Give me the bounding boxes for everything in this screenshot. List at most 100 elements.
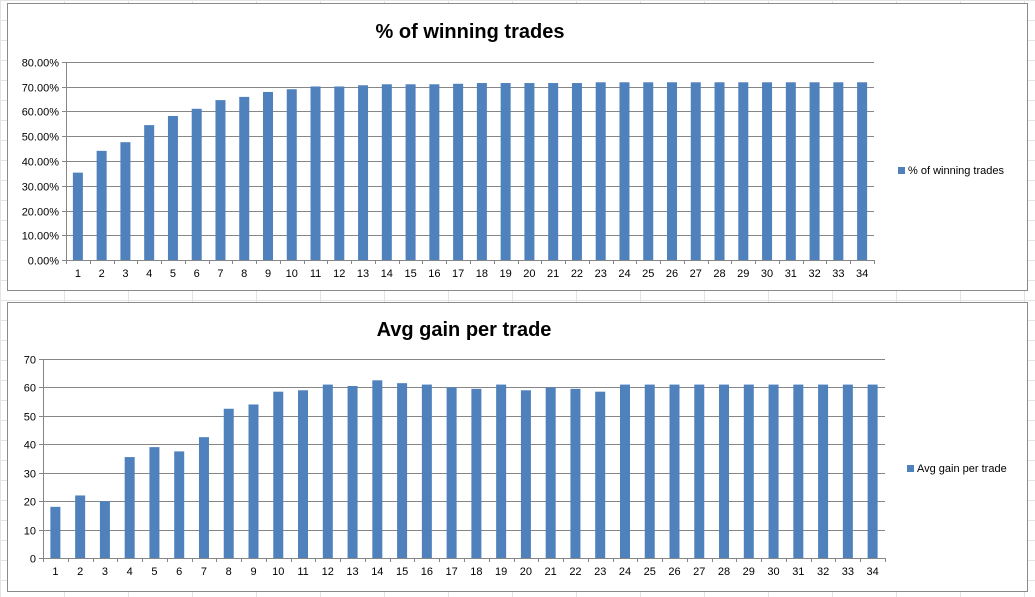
chart-panel-winning-trades[interactable]: % of winning trades 0.00% 10.00% 20.00% 30.0… [7, 3, 1028, 291]
chart2-bar [149, 447, 160, 558]
chart1-bar [453, 83, 464, 260]
chart2-bar [322, 384, 333, 558]
chart2-bar [595, 391, 606, 558]
chart2-x-tick-label: 4 [127, 566, 133, 578]
chart1-x-tick-label: 10 [286, 268, 298, 280]
chart2-y-tick-label: 70 [24, 355, 36, 367]
chart2-x-tick-label: 5 [151, 566, 157, 578]
chart2-bar [570, 388, 581, 558]
chart-winning-trades: % of winning trades 0.00% 10.00% 20.00% 30.0… [22, 21, 1005, 280]
chart1-bar [619, 82, 630, 260]
chart1-x-tick-label: 19 [500, 268, 512, 280]
chart2-y-tick-label: 50 [24, 412, 36, 424]
chart1-x-tick-label: 1 [75, 268, 81, 280]
chart1-bar [476, 83, 487, 260]
chart1-bar [334, 86, 345, 260]
chart1-x-tick-label: 2 [99, 268, 105, 280]
chart2-y-tick-label: 30 [24, 469, 36, 481]
chart2-bar [273, 391, 284, 558]
chart2-x-tick-label: 31 [792, 566, 804, 578]
chart2-x-tick-label: 28 [718, 566, 730, 578]
chart1-x-tick-label: 6 [194, 268, 200, 280]
chart2-x-tick-label: 34 [866, 566, 878, 578]
chart1-bar [358, 85, 369, 260]
chart2-x-tick-label: 21 [545, 566, 557, 578]
chart2-x-tick-label: 7 [201, 566, 207, 578]
chart1-x-tick-label: 9 [265, 268, 271, 280]
chart1-bar [96, 150, 107, 260]
chart2-x-tick-label: 16 [421, 566, 433, 578]
chart2-bar [248, 404, 259, 558]
chart-panel-avg-gain[interactable]: Avg gain per trade 0 10 20 30 40 50 60 70 1 2 3 4 5 6 7… [7, 302, 1028, 592]
chart1-x-tick-label: 29 [737, 268, 749, 280]
chart1-x-tick-label: 24 [618, 268, 630, 280]
chart2-bar [842, 384, 853, 558]
chart1-bar [714, 82, 725, 260]
chart1-x-tick-label: 5 [170, 268, 176, 280]
chart1-bar [144, 125, 155, 260]
chart2-x-tick-label: 9 [250, 566, 256, 578]
chart2-bar [174, 451, 185, 558]
chart2-bar [223, 408, 234, 558]
chart2-x-tick-label: 11 [297, 566, 308, 578]
chart1-bar [72, 172, 83, 260]
chart1-x-tick-label: 27 [690, 268, 702, 280]
chart1-bar [429, 84, 440, 261]
chart1-x-tick-label: 12 [333, 268, 345, 280]
chart1-x-tick-label: 8 [241, 268, 247, 280]
chart1-y-tick-label: 0.00% [28, 256, 59, 268]
chart2-x-tick-label: 6 [176, 566, 182, 578]
chart2-bar [471, 388, 482, 558]
chart2-bar [520, 390, 531, 558]
chart1-bar [762, 82, 773, 260]
chart1-bar [738, 82, 749, 260]
chart1-bar [785, 82, 796, 260]
chart2-x-tick-label: 20 [520, 566, 532, 578]
chart2-bar [298, 390, 309, 558]
chart1-bar [809, 82, 820, 260]
chart1-bar [286, 89, 297, 260]
chart2-x-tick-label: 24 [619, 566, 631, 578]
chart1-x-tick-label: 7 [217, 268, 223, 280]
chart1-x-tick-label: 28 [713, 268, 725, 280]
chart1-y-tick-label: 70.00% [22, 83, 60, 95]
chart1-x-tick-label: 23 [595, 268, 607, 280]
chart1-x-tick-label: 33 [832, 268, 844, 280]
chart2-bar [619, 384, 630, 558]
chart1-bar [167, 115, 178, 260]
chart2-bar [793, 384, 804, 558]
chart2-bar [496, 384, 507, 558]
chart1-bar [857, 82, 868, 260]
chart2-title: Avg gain per trade [377, 319, 552, 341]
chart2-y-tick-label: 20 [24, 497, 36, 509]
chart1-bar [405, 84, 416, 261]
chart2-x-tick-label: 10 [272, 566, 284, 578]
chart1-x-tick-label: 15 [404, 268, 416, 280]
chart2-x-tick-label: 14 [371, 566, 383, 578]
chart2-x-tick-label: 22 [569, 566, 581, 578]
chart2-x-tick-label: 8 [226, 566, 232, 578]
chart1-legend-swatch [898, 167, 905, 174]
chart2-bar [99, 501, 110, 558]
chart1-y-tick-label: 20.00% [22, 207, 60, 219]
chart1-x-tick-label: 20 [523, 268, 535, 280]
chart1-x-tick-label: 16 [428, 268, 440, 280]
chart2-x-tick-label: 30 [767, 566, 779, 578]
chart2-bar [545, 387, 556, 558]
chart1-x-tick-label: 25 [642, 268, 654, 280]
chart2-bar [124, 457, 135, 558]
chart2-bar [719, 384, 730, 558]
chart2-x-tick-label: 1 [52, 566, 58, 578]
chart1-bar [667, 82, 677, 260]
chart1-x-tick-label: 31 [785, 268, 797, 280]
chart2-x-tick-label: 13 [346, 566, 358, 578]
chart2-legend-label: Avg gain per trade [917, 463, 1007, 475]
chart1-bar [191, 108, 202, 260]
chart2-x-tick-label: 15 [396, 566, 408, 578]
chart2-bar [818, 384, 829, 558]
chart1-x-tick-label: 32 [808, 268, 820, 280]
chart1-bar [120, 142, 131, 260]
chart2-x-tick-label: 19 [495, 566, 507, 578]
chart2-bar [743, 384, 754, 558]
